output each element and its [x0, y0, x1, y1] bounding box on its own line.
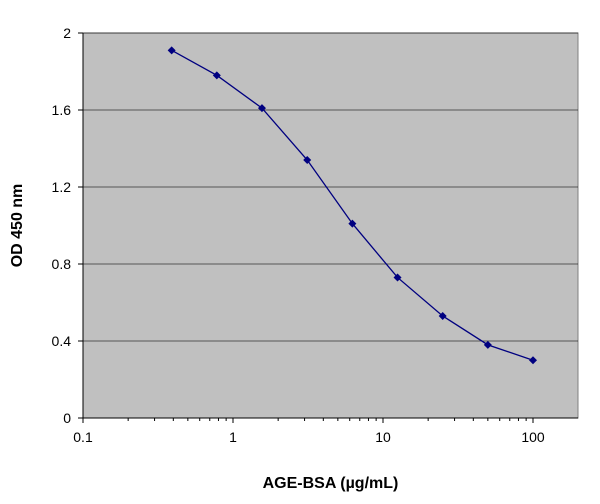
y-tick-label: 1.2: [52, 179, 72, 195]
y-tick-label: 1.6: [52, 102, 72, 118]
data-point: [348, 219, 357, 228]
data-point: [483, 340, 492, 349]
y-tick-label: 0.4: [52, 333, 72, 349]
y-tick-label: 0: [63, 410, 71, 426]
y-axis-label: OD 450 nm: [9, 184, 26, 268]
data-point: [529, 356, 537, 365]
plot-area: [82, 32, 579, 419]
y-tick-label: 2: [63, 25, 71, 41]
x-tick-label: 10: [375, 429, 391, 445]
x-tick-label: 0.1: [73, 429, 93, 445]
data-point: [303, 156, 312, 165]
data-point: [167, 46, 176, 55]
data-point: [257, 104, 266, 113]
x-tick-label: 100: [521, 429, 545, 445]
y-tick-label: 0.8: [52, 256, 72, 272]
data-point: [212, 71, 221, 80]
x-tick-label: 1: [229, 429, 237, 445]
data-point: [438, 311, 447, 320]
x-axis-label: AGE-BSA (µg/mL): [263, 475, 399, 492]
data-point: [393, 273, 402, 282]
